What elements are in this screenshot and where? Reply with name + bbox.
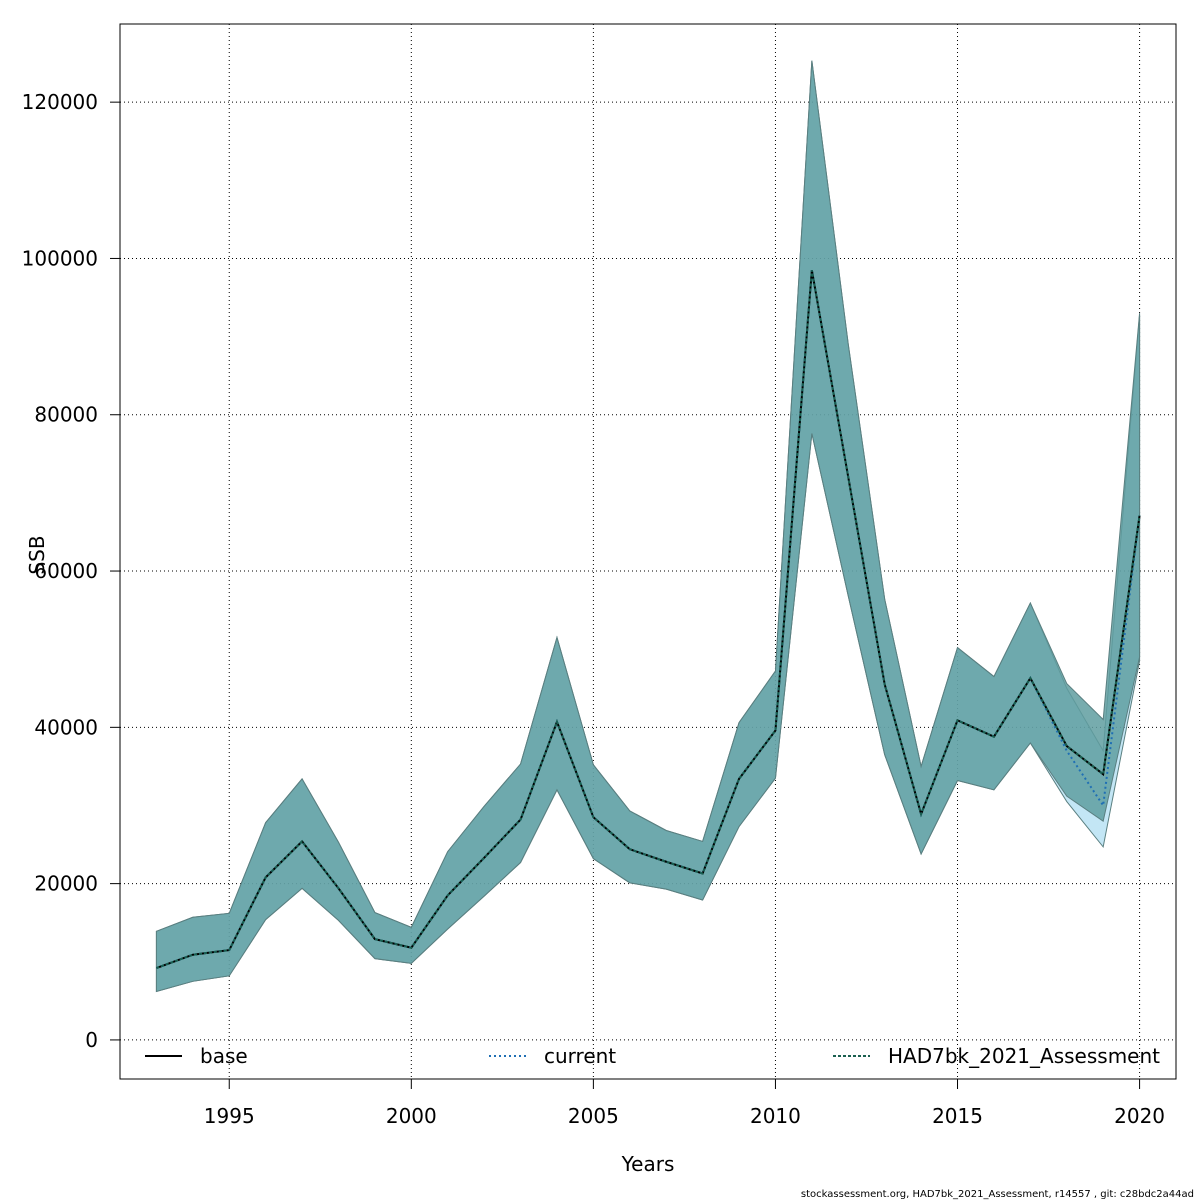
y-tick-label: 80000 (34, 403, 98, 427)
x-tick-label: 2020 (1114, 1104, 1165, 1128)
legend-label: current (544, 1044, 616, 1068)
grid-lines (120, 24, 1176, 1079)
legend-label: base (200, 1044, 248, 1068)
x-tick-label: 2015 (932, 1104, 983, 1128)
series-lines (156, 269, 1141, 969)
y-axis-label: SSB (25, 535, 49, 574)
x-axis: 1995 2000 2005 2010 2015 2020 (204, 1079, 1165, 1128)
x-tick-label: 2005 (568, 1104, 619, 1128)
legend: base current HAD7bk_2021_Assessment (145, 1044, 1160, 1068)
y-tick-label: 20000 (34, 872, 98, 896)
x-tick-label: 2010 (750, 1104, 801, 1128)
y-tick-label: 120000 (22, 90, 98, 114)
x-tick-label: 1995 (204, 1104, 255, 1128)
x-axis-label: Years (621, 1152, 675, 1176)
series-line-had7bk-2021-assessment (156, 269, 1141, 969)
confidence-band-had7bk-2021-assessment (155, 60, 1141, 993)
plot-frame (119, 23, 1177, 1080)
legend-label: HAD7bk_2021_Assessment (888, 1044, 1160, 1068)
y-tick-label: 0 (85, 1028, 98, 1052)
y-tick-label: 60000 (34, 559, 98, 583)
y-tick-label: 100000 (22, 246, 98, 270)
y-tick-label: 40000 (34, 715, 98, 739)
y-axis: 0 20000 40000 60000 80000 100000 120000 (22, 90, 120, 1052)
x-tick-label: 2000 (386, 1104, 437, 1128)
confidence-bands (155, 60, 1141, 993)
footer-credit: stockassessment.org, HAD7bk_2021_Assessm… (801, 1189, 1194, 1200)
